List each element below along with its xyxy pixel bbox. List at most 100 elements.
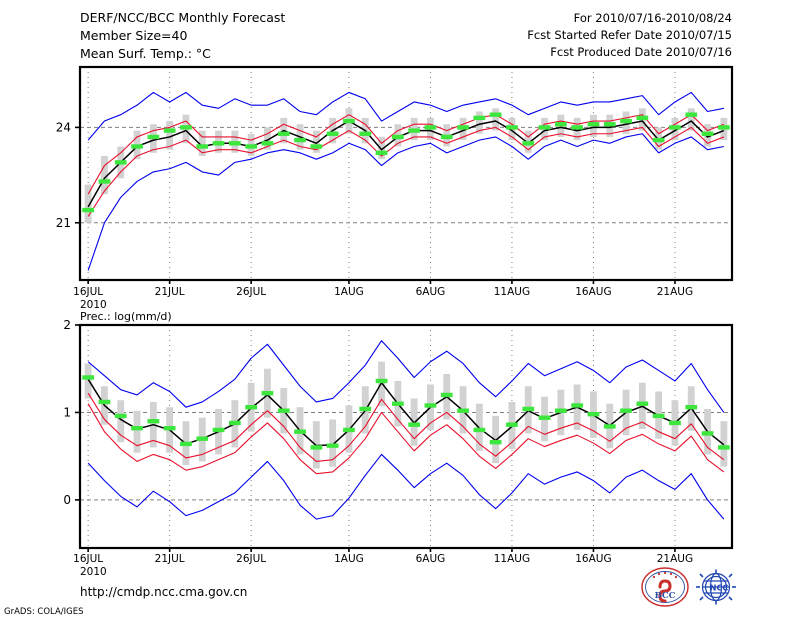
climatology-marker xyxy=(180,441,192,447)
climatology-marker xyxy=(587,412,600,417)
climatology-marker xyxy=(620,408,632,413)
spread-box xyxy=(329,419,337,467)
precipitation-plot: 0 1 2 xyxy=(63,318,734,552)
y-tick-label: 2 xyxy=(63,318,71,332)
series-maximum xyxy=(87,91,724,141)
climatology-marker xyxy=(424,403,437,408)
climatology-marker xyxy=(310,144,323,149)
climatology-marker xyxy=(652,413,665,419)
climatology-marker xyxy=(212,427,225,433)
climatology-marker xyxy=(163,128,176,133)
climatology-marker xyxy=(652,137,665,143)
climatology-marker xyxy=(685,405,698,410)
series-ensemble-mean xyxy=(87,378,725,447)
x-tick-label: 16AUG xyxy=(575,286,612,298)
svg-text:BCC: BCC xyxy=(655,591,676,601)
forecast-produced-date-label: Fcst Produced Date 2010/07/16 xyxy=(550,45,732,59)
climatology-marker xyxy=(147,134,160,140)
climatology-marker xyxy=(587,122,600,127)
climatology-marker xyxy=(196,144,209,149)
temperature-x-axis-year: 2010 xyxy=(80,299,107,311)
spread-box xyxy=(84,363,92,399)
grads-credit: GrADS: COLA/IGES xyxy=(4,607,84,617)
climatology-marker xyxy=(343,118,355,124)
climatology-marker xyxy=(114,160,127,165)
climatology-marker xyxy=(571,403,584,408)
climatology-marker xyxy=(522,406,535,412)
climatology-marker xyxy=(489,439,502,445)
plot-frame xyxy=(78,65,734,282)
series-75th-percentile xyxy=(87,403,725,475)
x-tick-label: 21AUG xyxy=(656,286,694,298)
climatology-marker xyxy=(310,445,323,450)
climatology-marker xyxy=(424,125,437,130)
x-tick-label: 16AUG xyxy=(575,553,612,565)
climatology-marker xyxy=(457,408,469,413)
climatology-marker xyxy=(326,131,339,136)
spread-box xyxy=(312,130,320,153)
plot-frame xyxy=(78,323,734,550)
climatology-marker xyxy=(261,141,274,146)
climatology-marker xyxy=(522,141,535,146)
member-size-label: Member Size=40 xyxy=(80,28,188,43)
x-tick-label: 26JUL xyxy=(236,553,267,565)
spread-box xyxy=(264,127,271,150)
climatology-marker xyxy=(440,392,453,398)
climatology-marker xyxy=(717,445,730,450)
climatology-marker xyxy=(294,429,306,434)
climatology-marker xyxy=(391,401,404,406)
climatology-marker xyxy=(196,436,209,441)
climatology-marker xyxy=(408,128,421,133)
climatology-marker xyxy=(440,134,453,140)
climatology-marker xyxy=(277,408,290,413)
climatology-marker xyxy=(163,425,176,431)
climatology-marker xyxy=(131,425,143,431)
y-tick-label: 1 xyxy=(63,405,71,419)
ncc-logo: NCC xyxy=(696,569,736,605)
spread-box xyxy=(166,121,174,150)
climatology-marker xyxy=(228,141,241,146)
spread-box xyxy=(492,108,500,131)
climatology-marker xyxy=(391,134,404,140)
source-url[interactable]: http://cmdp.ncc.cma.gov.cn xyxy=(80,585,248,599)
spread-box xyxy=(475,111,483,134)
temperature-plot: 21 24 xyxy=(56,65,734,284)
spread-box xyxy=(198,130,206,157)
forecast-period-label: For 2010/07/16-2010/08/24 xyxy=(573,11,732,25)
climatology-marker xyxy=(82,207,95,213)
climatology-marker xyxy=(506,125,518,130)
x-tick-label: 21AUG xyxy=(656,553,694,565)
climatology-marker xyxy=(98,179,111,184)
climatology-marker xyxy=(685,112,698,117)
climatology-marker xyxy=(375,378,388,384)
x-tick-label: 1AUG xyxy=(334,553,364,565)
climatology-marker xyxy=(147,418,160,424)
climatology-marker xyxy=(359,131,372,136)
x-tick-label: 1AUG xyxy=(334,286,364,298)
climatology-marker xyxy=(326,443,339,448)
x-tick-label: 11AUG xyxy=(493,286,531,298)
x-tick-label: 16JUL xyxy=(73,286,104,298)
y-tick-label: 0 xyxy=(63,493,71,507)
climatology-marker xyxy=(131,144,143,149)
climatology-marker xyxy=(457,125,469,130)
svg-text:NCC: NCC xyxy=(710,584,729,593)
climatology-marker xyxy=(571,125,584,130)
spread-box xyxy=(378,136,385,160)
climatology-marker xyxy=(717,125,730,130)
climatology-marker xyxy=(245,144,258,149)
series-minimum xyxy=(87,133,724,271)
climatology-marker xyxy=(669,125,681,130)
x-tick-label: 16JUL xyxy=(73,553,104,565)
climatology-marker xyxy=(669,420,681,426)
climatology-marker xyxy=(180,125,192,130)
precipitation-panel-label: Prec.: log(mm/d) xyxy=(80,310,172,323)
climatology-marker xyxy=(245,405,258,410)
spread-box xyxy=(117,400,125,443)
climatology-marker xyxy=(538,415,551,420)
x-tick-label: 21JUL xyxy=(154,286,185,298)
climatology-marker xyxy=(701,131,714,136)
y-tick-label: 21 xyxy=(56,216,71,230)
climatology-marker xyxy=(603,122,616,127)
